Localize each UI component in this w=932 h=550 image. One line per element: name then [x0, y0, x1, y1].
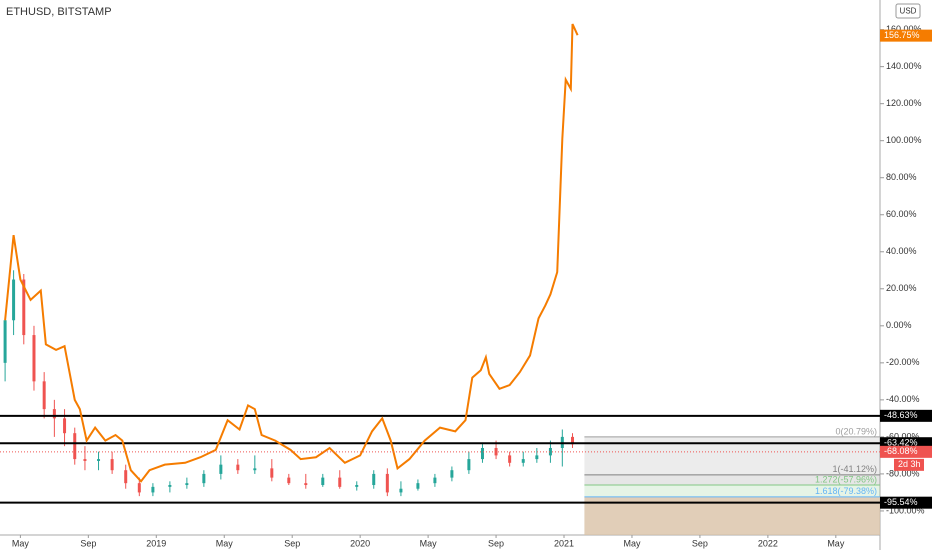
x-tick-label: Sep	[284, 538, 300, 548]
candle-body	[185, 483, 189, 486]
candle-body	[42, 381, 46, 410]
price-tag	[880, 496, 932, 509]
price-tag-label: -48.63%	[884, 410, 918, 420]
candle-body	[287, 477, 291, 484]
x-tick-label: May	[12, 538, 30, 548]
candle-body	[494, 447, 498, 456]
currency[interactable]: USD	[900, 7, 917, 16]
candle-body	[12, 279, 16, 321]
y-tick-label: -60.00%	[886, 431, 920, 441]
fib-label: 1.618(-79.38%)	[815, 486, 877, 496]
candle-body	[73, 433, 77, 460]
y-tick-label: -40.00%	[886, 394, 920, 404]
fib-label: 1.272(-57.96%)	[815, 474, 877, 484]
candle-body	[467, 459, 471, 471]
price-tag-label: -95.54%	[884, 497, 918, 507]
candle-body	[450, 470, 454, 478]
x-tick-label: Sep	[488, 538, 504, 548]
y-tick-label: 60.00%	[886, 209, 917, 219]
y-tick-label: 40.00%	[886, 246, 917, 256]
candle-body	[151, 486, 155, 493]
candle-body	[548, 447, 552, 456]
y-tick-label: 140.00%	[886, 61, 922, 71]
fib-zone	[584, 485, 880, 497]
fib-label: 0(20.79%)	[835, 426, 877, 436]
x-tick-label: Sep	[80, 538, 96, 548]
candle-body	[480, 447, 484, 460]
x-tick-label: May	[623, 538, 641, 548]
candle-body	[338, 477, 342, 487]
candle-body	[124, 470, 128, 484]
price-tag	[880, 409, 932, 422]
candle-body	[236, 464, 240, 471]
candle-body	[521, 459, 525, 463]
countdown-tag	[894, 458, 924, 471]
x-tick-label: May	[420, 538, 438, 548]
candle-body	[508, 455, 512, 463]
candle-body	[385, 473, 389, 493]
candle-last-tag-label: -68.08%	[884, 446, 918, 456]
fib-label: 1(-41.12%)	[832, 464, 877, 474]
candle-body	[270, 468, 274, 478]
candle-body	[416, 483, 420, 489]
candle-body	[433, 477, 437, 484]
x-tick-label: Sep	[692, 538, 708, 548]
candle-body	[3, 320, 7, 363]
candle-body	[304, 483, 308, 486]
y-tick-label: -100.00%	[886, 505, 925, 515]
candle-body	[253, 468, 257, 471]
line-series	[4, 23, 579, 483]
candle-body	[110, 459, 114, 471]
candle-body	[52, 409, 56, 419]
last-value-tag-label: 156.75%	[884, 30, 920, 40]
candle-body	[321, 477, 325, 486]
candle-last-tag	[880, 445, 932, 458]
candle-body	[32, 335, 36, 382]
countdown: 2d 3h	[898, 459, 921, 469]
chart-title: ETHUSD, BITSTAMP	[6, 6, 112, 18]
y-tick-label: 100.00%	[886, 135, 922, 145]
candle-body	[97, 459, 101, 461]
x-tick-label: May	[827, 538, 845, 548]
candle-body	[571, 436, 575, 445]
candle-body	[63, 418, 67, 434]
candle-body	[22, 279, 26, 336]
candle-body	[372, 473, 376, 486]
candle-body	[202, 473, 206, 484]
y-tick-label: 80.00%	[886, 172, 917, 182]
y-tick-label: -20.00%	[886, 357, 920, 367]
candle-body	[219, 464, 223, 474]
y-tick-label: 0.00%	[886, 320, 912, 330]
x-tick-label: 2019	[146, 538, 166, 548]
x-tick-label: May	[216, 538, 234, 548]
currency-box[interactable]	[895, 3, 921, 19]
candle-body	[535, 455, 539, 460]
x-tick-label: 2020	[350, 538, 370, 548]
candle-body	[355, 485, 359, 487]
candle-body	[137, 483, 141, 493]
last-value-tag	[880, 29, 932, 42]
candle-body	[399, 488, 403, 493]
x-tick-label: 2022	[758, 538, 778, 548]
candle-body	[168, 485, 172, 487]
y-tick-label: 160.00%	[886, 24, 922, 34]
y-tick-label: 20.00%	[886, 283, 917, 293]
candle-body	[83, 459, 87, 461]
y-tick-label: -80.00%	[886, 468, 920, 478]
price-tag-label: -63.42%	[884, 438, 918, 448]
y-tick-label: 120.00%	[886, 98, 922, 108]
x-tick-label: 2021	[554, 538, 574, 548]
fib-zone	[584, 474, 880, 486]
